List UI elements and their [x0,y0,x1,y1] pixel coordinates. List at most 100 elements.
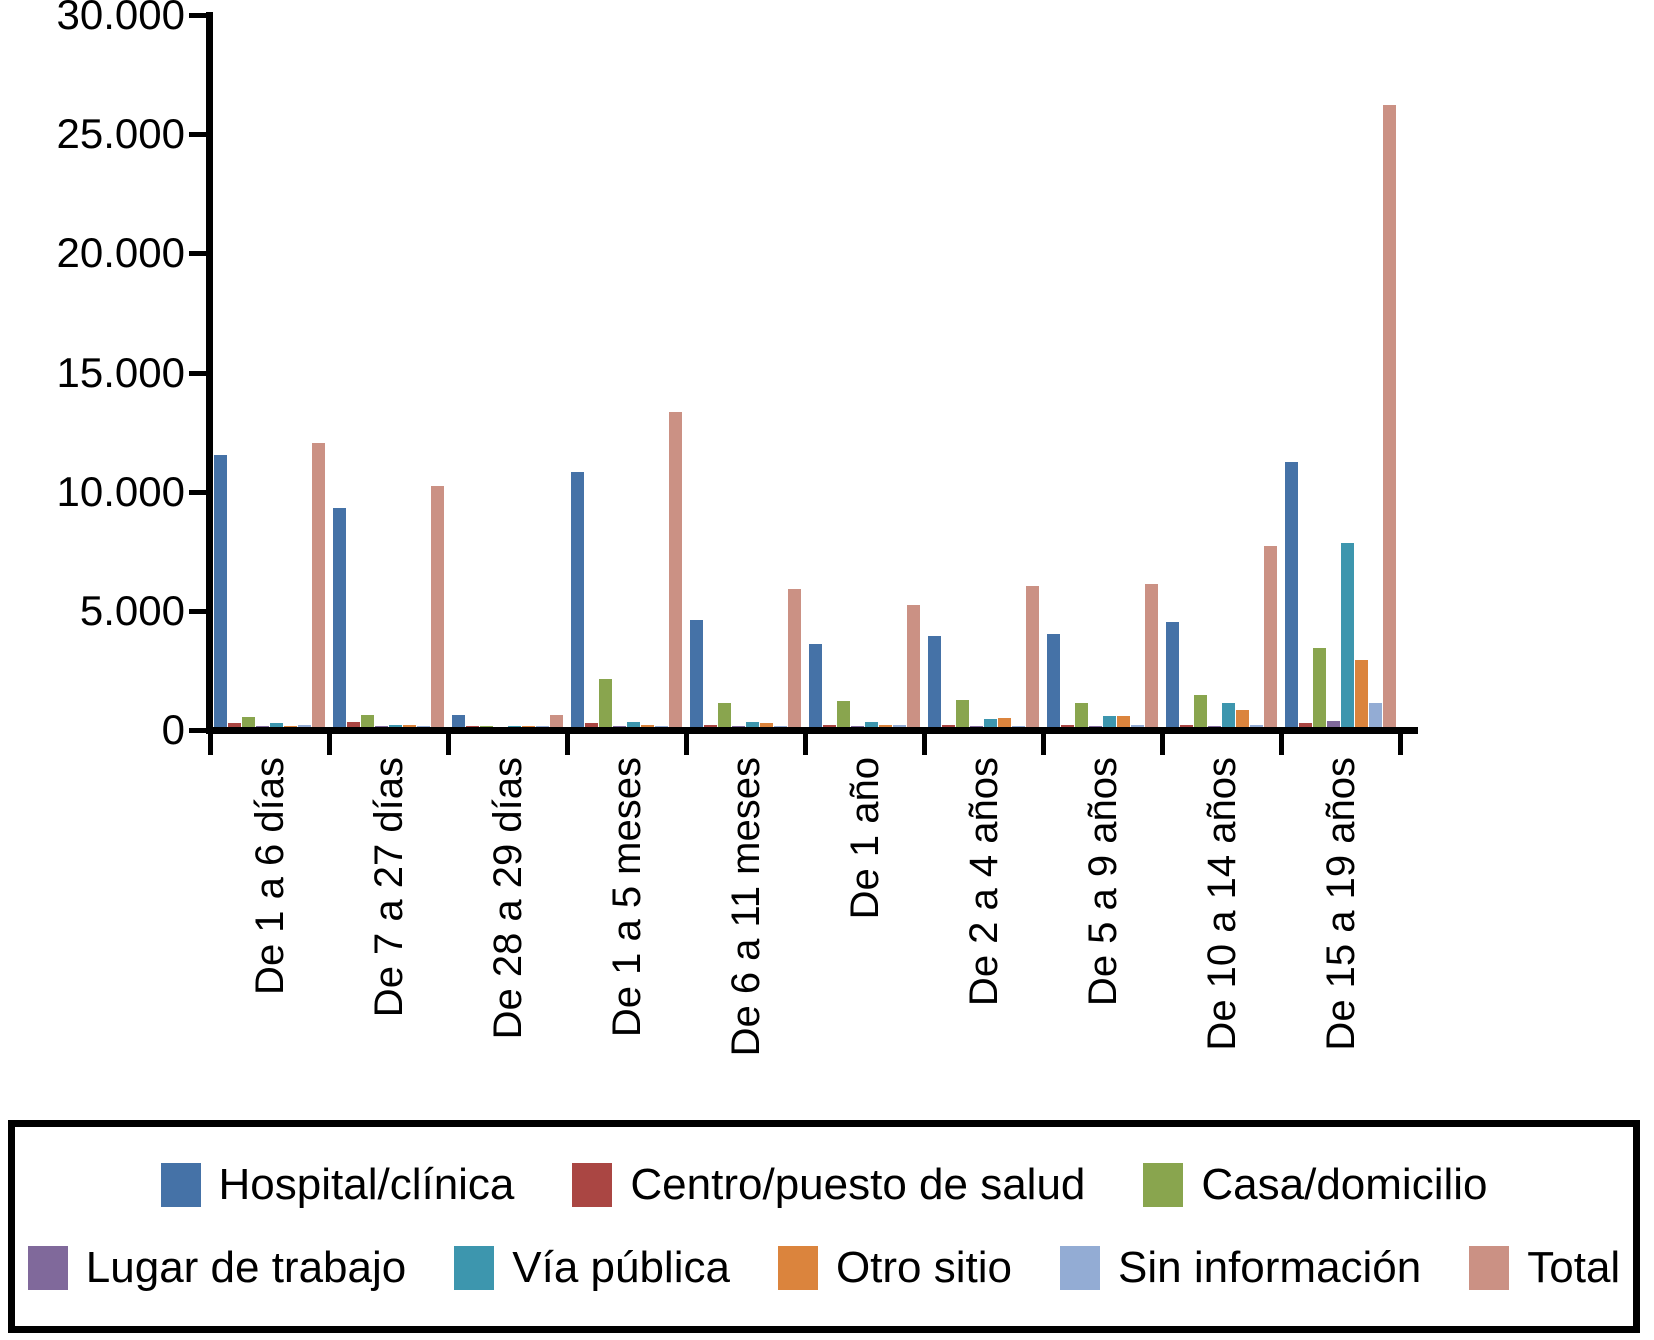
bar-v-a-p-blica [1222,703,1235,727]
bar-sin-informaci-n [417,725,430,727]
x-axis-line [206,727,1418,734]
x-axis-category-label: De 28 a 29 días [485,757,530,1040]
legend-box: Hospital/clínica Centro/puesto de salud Ca… [8,1120,1640,1333]
legend-item: Total [1469,1243,1620,1292]
bar-hospital-cl-nica [333,507,346,727]
bar-centro-puesto-de-salud [942,725,955,727]
bar-group [1162,12,1281,727]
bar-otro-sitio [760,723,773,727]
y-axis-tick-label: 30.000 [56,0,185,38]
bar-centro-puesto-de-salud [823,724,836,727]
bar-sin-informaci-n [655,725,668,727]
legend-series-label: Hospital/clínica [218,1160,515,1210]
bar-lugar-de-trabajo [256,726,269,727]
legend-swatch-icon [1060,1245,1100,1290]
bar-v-a-p-blica [984,718,997,727]
legend-item: Sin información [1060,1242,1422,1292]
bar-hospital-cl-nica [571,471,584,727]
bar-centro-puesto-de-salud [1061,725,1074,727]
bar-casa-domicilio [599,679,612,727]
x-axis-category-label: De 10 a 14 años [1199,757,1244,1051]
x-axis-category-label: De 1 a 6 días [247,757,292,995]
bar-sin-informaci-n [298,724,311,727]
x-axis-tick-mark [803,734,808,755]
bar-total [1383,104,1396,727]
x-axis-tick-mark [565,734,570,755]
bar-otro-sitio [641,724,654,727]
y-axis-tick-label: 20.000 [56,229,185,277]
legend-row-2: Lugar de trabajo Vía pública Otro sitio Sin… [15,1242,1633,1292]
y-axis-tick-mark [189,728,206,733]
bar-centro-puesto-de-salud [704,724,717,727]
legend-swatch-icon [572,1163,613,1208]
legend-item: Vía pública [454,1243,730,1292]
bar-group [805,12,924,727]
legend-swatch-icon [27,1245,68,1290]
bar-v-a-p-blica [270,723,283,727]
x-axis-tick-mark [1160,734,1165,755]
y-axis-tick-label: 25.000 [56,110,185,158]
x-axis-category-label: De 15 a 19 años [1318,757,1363,1051]
bar-group [1281,12,1400,727]
y-axis-tick-label: 10.000 [56,467,185,515]
bar-centro-puesto-de-salud [466,726,479,727]
bar-v-a-p-blica [627,722,640,727]
y-axis-tick-label: 5.000 [79,586,185,634]
bar-v-a-p-blica [1341,543,1354,727]
legend-swatch-icon [1469,1245,1510,1290]
bar-otro-sitio [284,725,297,727]
bar-total [312,443,325,727]
bar-casa-domicilio [837,700,850,727]
y-axis-tick-label: 0 [161,706,185,753]
x-axis-category-label: De 6 a 11 meses [723,757,768,1057]
y-axis-tick-mark [189,370,206,376]
bar-sin-informaci-n [536,726,549,727]
bar-casa-domicilio [956,699,969,727]
legend-item: Hospital/clínica [160,1160,515,1210]
bar-otro-sitio [998,717,1011,727]
bar-casa-domicilio [1075,703,1088,727]
bar-sin-informaci-n [1131,724,1144,727]
legend-series-label: Casa/domicilio [1201,1160,1488,1210]
bar-v-a-p-blica [865,722,878,727]
bar-hospital-cl-nica [809,643,822,727]
bar-otro-sitio [403,725,416,727]
bar-total [669,412,682,727]
x-axis-tick-mark [208,734,213,755]
bar-otro-sitio [1236,710,1249,727]
x-axis-category-label: De 2 a 4 años [961,757,1006,1007]
bar-total [550,715,563,727]
x-axis-category-label: De 1 año [842,757,887,920]
x-axis-category-label: De 1 a 5 meses [604,757,649,1038]
legend-swatch-icon [1143,1163,1184,1208]
bar-lugar-de-trabajo [1208,725,1221,727]
bar-lugar-de-trabajo [732,726,745,727]
bar-casa-domicilio [361,715,374,727]
y-axis-tick-mark [189,489,206,495]
y-axis-tick-mark [189,608,206,614]
bar-sin-informaci-n [1369,703,1382,727]
legend-series-label: Centro/puesto de salud [630,1160,1086,1210]
legend-item: Casa/domicilio [1143,1160,1488,1210]
bar-casa-domicilio [1194,694,1207,727]
bar-group [686,12,805,727]
x-axis-tick-mark [922,734,927,755]
bar-total [1026,586,1039,727]
bar-lugar-de-trabajo [851,726,864,727]
bar-total [1145,584,1158,727]
bar-sin-informaci-n [893,725,906,727]
bar-total [788,588,801,727]
legend-series-label: Sin información [1118,1242,1422,1292]
bar-hospital-cl-nica [1166,622,1179,727]
y-axis-tick-mark [189,13,206,18]
x-axis-tick-mark [1398,734,1403,755]
bar-v-a-p-blica [1103,716,1116,727]
y-axis-tick-mark [189,251,206,257]
bar-hospital-cl-nica [1285,462,1298,727]
bar-sin-informaci-n [1250,724,1263,727]
bar-casa-domicilio [1313,648,1326,727]
bar-group [329,12,448,727]
bar-centro-puesto-de-salud [1180,725,1193,727]
bar-v-a-p-blica [508,726,521,727]
